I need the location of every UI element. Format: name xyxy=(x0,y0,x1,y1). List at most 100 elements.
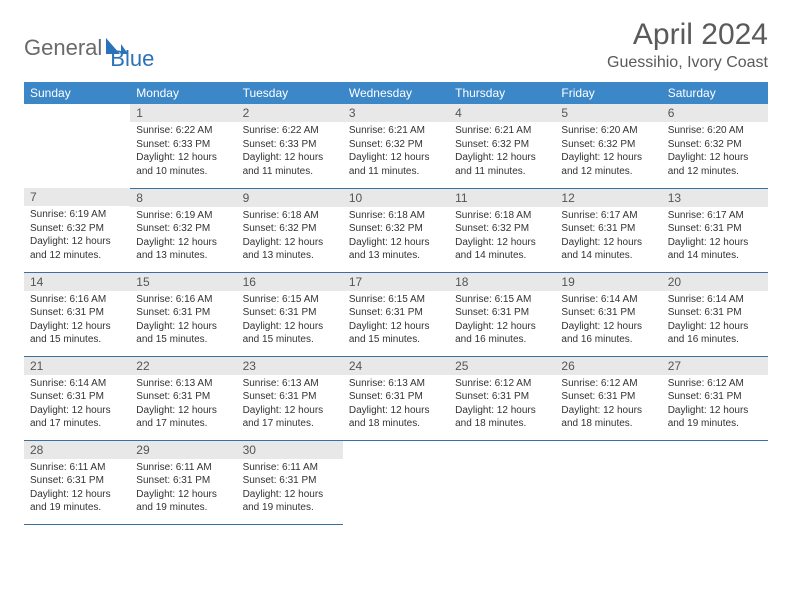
calendar-day-cell: 1Sunrise: 6:22 AMSunset: 6:33 PMDaylight… xyxy=(130,104,236,188)
day-number: 26 xyxy=(555,357,661,375)
weekday-header: Wednesday xyxy=(343,82,449,104)
day-number: 2 xyxy=(237,104,343,122)
day-data: Sunrise: 6:14 AMSunset: 6:31 PMDaylight:… xyxy=(662,291,768,351)
weekday-header: Monday xyxy=(130,82,236,104)
calendar-day-cell: 12Sunrise: 6:17 AMSunset: 6:31 PMDayligh… xyxy=(555,188,661,272)
day-data: Sunrise: 6:17 AMSunset: 6:31 PMDaylight:… xyxy=(662,207,768,267)
day-number: 9 xyxy=(237,189,343,207)
day-data: Sunrise: 6:18 AMSunset: 6:32 PMDaylight:… xyxy=(343,207,449,267)
title-block: April 2024 Guessihio, Ivory Coast xyxy=(607,18,768,72)
calendar-week-row: 21Sunrise: 6:14 AMSunset: 6:31 PMDayligh… xyxy=(24,356,768,440)
calendar-week-row: 1Sunrise: 6:22 AMSunset: 6:33 PMDaylight… xyxy=(24,104,768,188)
location: Guessihio, Ivory Coast xyxy=(607,54,768,72)
day-data: Sunrise: 6:20 AMSunset: 6:32 PMDaylight:… xyxy=(662,122,768,182)
day-number: 7 xyxy=(24,188,130,206)
calendar-day-cell xyxy=(24,104,130,188)
calendar-day-cell: 2Sunrise: 6:22 AMSunset: 6:33 PMDaylight… xyxy=(237,104,343,188)
day-number: 22 xyxy=(130,357,236,375)
day-data: Sunrise: 6:19 AMSunset: 6:32 PMDaylight:… xyxy=(24,206,130,266)
calendar-day-cell xyxy=(662,440,768,524)
day-data: Sunrise: 6:11 AMSunset: 6:31 PMDaylight:… xyxy=(237,459,343,519)
weekday-header: Thursday xyxy=(449,82,555,104)
day-number: 29 xyxy=(130,441,236,459)
weekday-header: Tuesday xyxy=(237,82,343,104)
day-number: 16 xyxy=(237,273,343,291)
day-number: 1 xyxy=(130,104,236,122)
day-data: Sunrise: 6:13 AMSunset: 6:31 PMDaylight:… xyxy=(343,375,449,435)
weekday-header: Saturday xyxy=(662,82,768,104)
day-number: 19 xyxy=(555,273,661,291)
weekday-header: Friday xyxy=(555,82,661,104)
day-data: Sunrise: 6:13 AMSunset: 6:31 PMDaylight:… xyxy=(237,375,343,435)
day-number: 17 xyxy=(343,273,449,291)
calendar-day-cell: 27Sunrise: 6:12 AMSunset: 6:31 PMDayligh… xyxy=(662,356,768,440)
day-number: 20 xyxy=(662,273,768,291)
calendar-day-cell: 28Sunrise: 6:11 AMSunset: 6:31 PMDayligh… xyxy=(24,440,130,524)
calendar-day-cell: 7Sunrise: 6:19 AMSunset: 6:32 PMDaylight… xyxy=(24,188,130,272)
day-data: Sunrise: 6:14 AMSunset: 6:31 PMDaylight:… xyxy=(24,375,130,435)
calendar-day-cell: 23Sunrise: 6:13 AMSunset: 6:31 PMDayligh… xyxy=(237,356,343,440)
day-number: 5 xyxy=(555,104,661,122)
day-number: 3 xyxy=(343,104,449,122)
calendar-body: 1Sunrise: 6:22 AMSunset: 6:33 PMDaylight… xyxy=(24,104,768,524)
day-number: 21 xyxy=(24,357,130,375)
day-data: Sunrise: 6:11 AMSunset: 6:31 PMDaylight:… xyxy=(130,459,236,519)
day-data: Sunrise: 6:16 AMSunset: 6:31 PMDaylight:… xyxy=(130,291,236,351)
calendar-day-cell xyxy=(343,440,449,524)
calendar-day-cell: 5Sunrise: 6:20 AMSunset: 6:32 PMDaylight… xyxy=(555,104,661,188)
calendar-day-cell: 24Sunrise: 6:13 AMSunset: 6:31 PMDayligh… xyxy=(343,356,449,440)
weekday-header: Sunday xyxy=(24,82,130,104)
day-data: Sunrise: 6:11 AMSunset: 6:31 PMDaylight:… xyxy=(24,459,130,519)
calendar-week-row: 7Sunrise: 6:19 AMSunset: 6:32 PMDaylight… xyxy=(24,188,768,272)
day-number: 11 xyxy=(449,189,555,207)
day-number: 12 xyxy=(555,189,661,207)
logo: General Blue xyxy=(24,24,154,72)
day-number: 15 xyxy=(130,273,236,291)
calendar-day-cell: 15Sunrise: 6:16 AMSunset: 6:31 PMDayligh… xyxy=(130,272,236,356)
logo-text-blue: Blue xyxy=(110,46,154,72)
day-number: 24 xyxy=(343,357,449,375)
day-data: Sunrise: 6:20 AMSunset: 6:32 PMDaylight:… xyxy=(555,122,661,182)
calendar-table: SundayMondayTuesdayWednesdayThursdayFrid… xyxy=(24,82,768,525)
calendar-day-cell xyxy=(449,440,555,524)
day-data: Sunrise: 6:18 AMSunset: 6:32 PMDaylight:… xyxy=(237,207,343,267)
day-number: 13 xyxy=(662,189,768,207)
calendar-day-cell: 14Sunrise: 6:16 AMSunset: 6:31 PMDayligh… xyxy=(24,272,130,356)
header: General Blue April 2024 Guessihio, Ivory… xyxy=(24,18,768,72)
day-data: Sunrise: 6:21 AMSunset: 6:32 PMDaylight:… xyxy=(449,122,555,182)
calendar-day-cell: 17Sunrise: 6:15 AMSunset: 6:31 PMDayligh… xyxy=(343,272,449,356)
calendar-day-cell: 16Sunrise: 6:15 AMSunset: 6:31 PMDayligh… xyxy=(237,272,343,356)
day-data: Sunrise: 6:19 AMSunset: 6:32 PMDaylight:… xyxy=(130,207,236,267)
day-data: Sunrise: 6:13 AMSunset: 6:31 PMDaylight:… xyxy=(130,375,236,435)
calendar-day-cell xyxy=(555,440,661,524)
day-number: 27 xyxy=(662,357,768,375)
calendar-day-cell: 26Sunrise: 6:12 AMSunset: 6:31 PMDayligh… xyxy=(555,356,661,440)
day-number: 8 xyxy=(130,189,236,207)
calendar-day-cell: 29Sunrise: 6:11 AMSunset: 6:31 PMDayligh… xyxy=(130,440,236,524)
day-data: Sunrise: 6:12 AMSunset: 6:31 PMDaylight:… xyxy=(555,375,661,435)
calendar-day-cell: 30Sunrise: 6:11 AMSunset: 6:31 PMDayligh… xyxy=(237,440,343,524)
day-data: Sunrise: 6:12 AMSunset: 6:31 PMDaylight:… xyxy=(662,375,768,435)
day-number: 10 xyxy=(343,189,449,207)
calendar-day-cell: 10Sunrise: 6:18 AMSunset: 6:32 PMDayligh… xyxy=(343,188,449,272)
day-number: 30 xyxy=(237,441,343,459)
calendar-day-cell: 21Sunrise: 6:14 AMSunset: 6:31 PMDayligh… xyxy=(24,356,130,440)
day-number: 4 xyxy=(449,104,555,122)
calendar-day-cell: 22Sunrise: 6:13 AMSunset: 6:31 PMDayligh… xyxy=(130,356,236,440)
calendar-day-cell: 19Sunrise: 6:14 AMSunset: 6:31 PMDayligh… xyxy=(555,272,661,356)
calendar-day-cell: 4Sunrise: 6:21 AMSunset: 6:32 PMDaylight… xyxy=(449,104,555,188)
day-data: Sunrise: 6:15 AMSunset: 6:31 PMDaylight:… xyxy=(343,291,449,351)
calendar-day-cell: 20Sunrise: 6:14 AMSunset: 6:31 PMDayligh… xyxy=(662,272,768,356)
calendar-day-cell: 3Sunrise: 6:21 AMSunset: 6:32 PMDaylight… xyxy=(343,104,449,188)
calendar-week-row: 14Sunrise: 6:16 AMSunset: 6:31 PMDayligh… xyxy=(24,272,768,356)
day-data: Sunrise: 6:22 AMSunset: 6:33 PMDaylight:… xyxy=(237,122,343,182)
day-data: Sunrise: 6:15 AMSunset: 6:31 PMDaylight:… xyxy=(237,291,343,351)
calendar-day-cell: 13Sunrise: 6:17 AMSunset: 6:31 PMDayligh… xyxy=(662,188,768,272)
day-number: 23 xyxy=(237,357,343,375)
month-title: April 2024 xyxy=(607,18,768,52)
day-data: Sunrise: 6:22 AMSunset: 6:33 PMDaylight:… xyxy=(130,122,236,182)
calendar-day-cell: 8Sunrise: 6:19 AMSunset: 6:32 PMDaylight… xyxy=(130,188,236,272)
calendar-week-row: 28Sunrise: 6:11 AMSunset: 6:31 PMDayligh… xyxy=(24,440,768,524)
day-number: 25 xyxy=(449,357,555,375)
day-data: Sunrise: 6:17 AMSunset: 6:31 PMDaylight:… xyxy=(555,207,661,267)
